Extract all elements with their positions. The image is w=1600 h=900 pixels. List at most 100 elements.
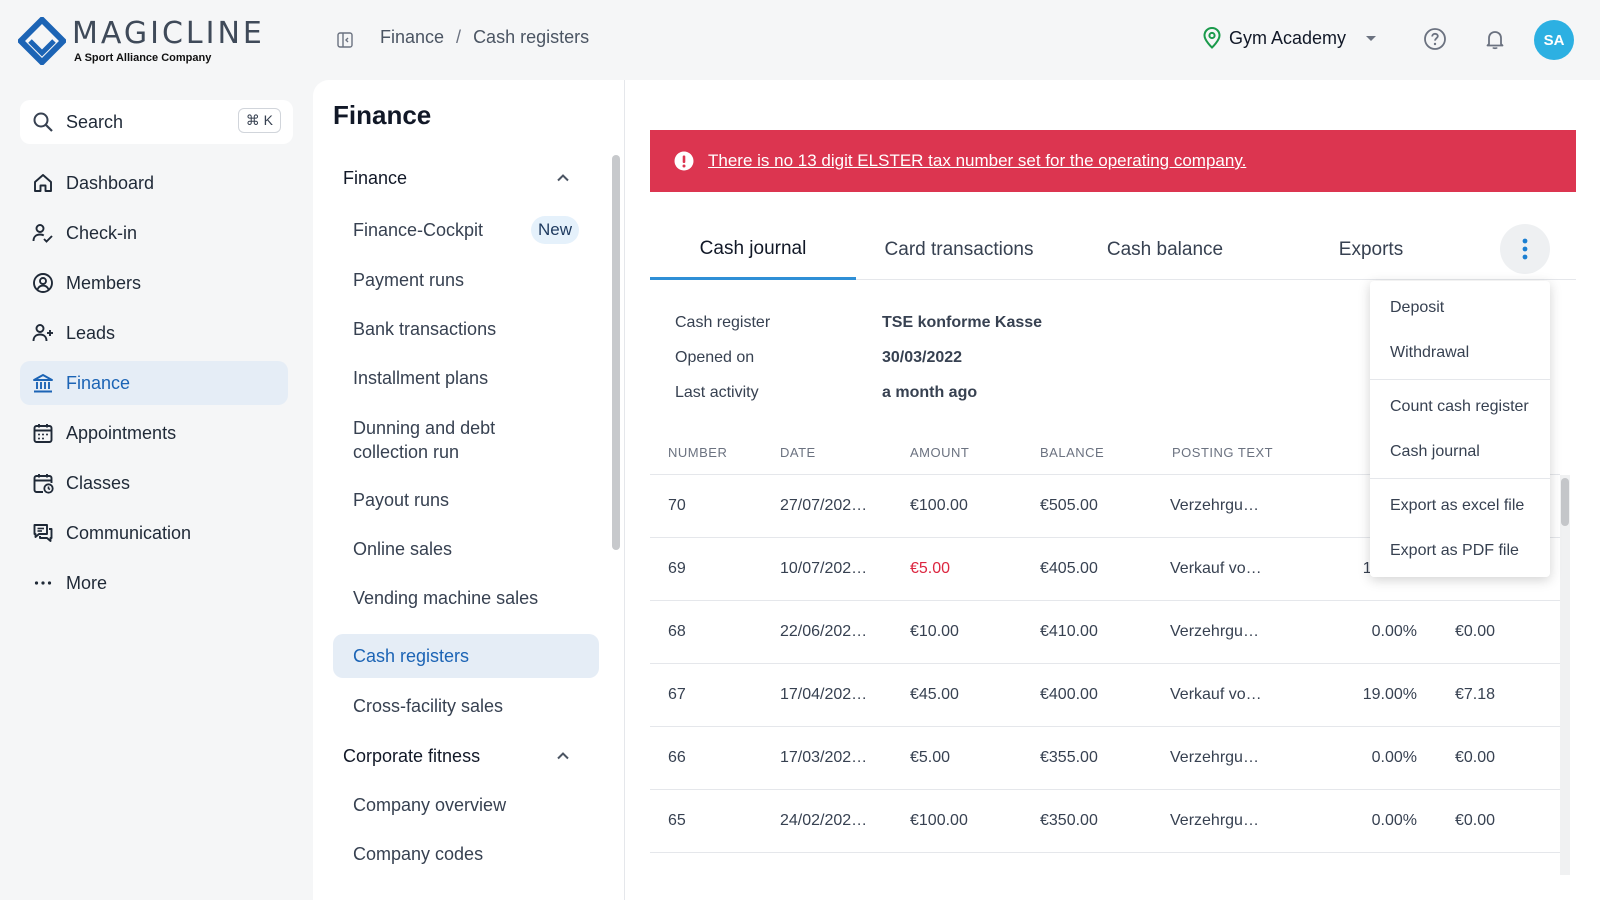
search-label: Search [66,111,124,132]
cell-amount: €10.00 [910,623,959,640]
cell-amount: €5.00 [910,749,951,766]
nav-item-check-in[interactable]: Check-in [20,211,288,255]
subnav-item-dunning[interactable]: Dunning and debt collection run [333,405,553,475]
notifications-bell-icon[interactable] [1483,27,1507,51]
tab-card-transactions[interactable]: Card transactions [884,239,1034,260]
nav-item-classes[interactable]: Classes [20,461,288,505]
menu-group-transactions: Deposit Withdrawal [1370,281,1550,380]
facility-name: Gym Academy [1229,27,1347,48]
info-row-opened-on: Opened on 30/03/2022 [675,340,1042,375]
menu-item-count-cash-register[interactable]: Count cash register [1390,397,1529,415]
info-label: Last activity [675,383,759,401]
nav-item-finance[interactable]: Finance [20,361,288,405]
subnav-item-online-sales[interactable]: Online sales [333,527,599,571]
more-actions-button[interactable] [1500,224,1550,274]
chevron-up-icon [557,174,569,182]
cash-register-info: Cash register TSE konforme Kasse Opened … [675,305,1042,410]
nav-item-dashboard[interactable]: Dashboard [20,161,288,205]
subnav-group-finance[interactable]: Finance [333,156,589,200]
table-row[interactable]: 67 17/04/202… €45.00 €400.00 Verkauf vo… 19.0… [650,664,1560,727]
nav-label: Leads [66,322,116,343]
menu-item-cash-journal[interactable]: Cash journal [1390,442,1480,460]
nav-label: Finance [66,372,131,393]
nav-item-members[interactable]: Members [20,261,288,305]
nav-item-leads[interactable]: Leads [20,311,288,355]
subnav-item-label: Payout runs [353,489,450,510]
actions-dropdown-menu: Deposit Withdrawal Count cash register C… [1370,281,1550,577]
info-value: 30/03/2022 [882,348,963,366]
table-header: NUMBER DATE AMOUNT BALANCE POSTING TEXT [650,430,1560,475]
column-header-amount[interactable]: AMOUNT [910,444,970,460]
tab-cash-balance[interactable]: Cash balance [1106,239,1224,260]
cell-amount: €5.00 [910,560,951,577]
menu-group-export: Export as excel file Export as PDF file [1370,479,1550,577]
column-header-date[interactable]: DATE [780,444,816,460]
subnav-item-cash-registers[interactable]: Cash registers [333,634,599,678]
subnav-item-label: Cash registers [353,645,470,666]
nav-item-appointments[interactable]: Appointments [20,411,288,455]
subnav-item-finance-cockpit[interactable]: Finance-Cockpit New [333,208,599,252]
cell-number: 67 [668,686,686,703]
subnav-item-label: Finance-Cockpit [353,219,484,240]
subnav-item-label: Company codes [353,843,484,864]
cell-balance: €405.00 [1040,560,1098,577]
home-icon [32,172,54,194]
global-search[interactable]: Search ⌘ K [20,100,293,144]
subnav-item-installment-plans[interactable]: Installment plans [333,356,599,400]
column-header-balance[interactable]: BALANCE [1040,444,1105,460]
sidebar-toggle-icon[interactable] [337,32,353,48]
main-navigation: Dashboard Check-in Members Leads Finance… [20,161,288,611]
cell-date: 17/04/202… [780,686,868,703]
breadcrumb-separator: / [456,27,462,47]
nav-item-communication[interactable]: Communication [20,511,288,555]
bank-icon [32,372,54,394]
help-icon[interactable] [1423,27,1447,51]
table-scrollbar[interactable] [1560,475,1570,875]
facility-selector[interactable]: Gym Academy [1203,27,1378,49]
subnav-item-company-codes[interactable]: Company codes [333,832,599,876]
menu-item-export-excel[interactable]: Export as excel file [1390,496,1525,514]
nav-label: Communication [66,522,192,543]
subnav-group-label: Finance [343,167,408,188]
menu-item-deposit[interactable]: Deposit [1390,298,1445,316]
cell-date: 22/06/202… [780,623,868,640]
column-header-posting-text[interactable]: POSTING TEXT [1172,444,1274,460]
nav-label: Members [66,272,142,293]
table-scrollbar-thumb[interactable] [1561,478,1569,526]
alert-link[interactable]: There is no 13 digit ELSTER tax number s… [708,151,1247,170]
table-row[interactable]: 65 24/02/202… €100.00 €350.00 Verzehrgu… 0.00… [650,790,1560,853]
subnav-item-bank-transactions[interactable]: Bank transactions [333,307,599,351]
cell-date: 24/02/202… [780,812,868,829]
search-shortcut: ⌘ K [237,108,281,133]
subnav-item-vending-machine-sales[interactable]: Vending machine sales [333,576,599,620]
subnav-item-cross-facility-sales[interactable]: Cross-facility sales [333,684,599,728]
tab-cash-journal[interactable]: Cash journal [650,220,856,280]
subnav-group-corporate-fitness[interactable]: Corporate fitness [333,734,589,778]
table-row[interactable]: 70 27/07/202… €100.00 €505.00 Verzehrgu… [650,475,1560,538]
subnav-scrollbar[interactable] [612,155,620,550]
magicline-logo[interactable]: MAGICLINE A Sport Alliance Company [18,14,262,66]
column-header-number[interactable]: NUMBER [668,444,728,460]
menu-item-export-pdf[interactable]: Export as PDF file [1390,541,1519,559]
cell-amount: €100.00 [910,812,968,829]
info-row-last-activity: Last activity a month ago [675,375,1042,410]
table-row[interactable]: 66 17/03/202… €5.00 €355.00 Verzehrgu… 0.00% €… [650,727,1560,790]
cell-tax-amount: €0.00 [1455,812,1496,829]
menu-group-register: Count cash register Cash journal [1370,380,1550,479]
tab-exports[interactable]: Exports [1338,239,1404,260]
breadcrumb-finance[interactable]: Finance [380,27,445,47]
table-row[interactable]: 68 22/06/202… €10.00 €410.00 Verzehrgu… 0.00%… [650,601,1560,664]
subnav-item-payout-runs[interactable]: Payout runs [333,478,599,522]
user-avatar[interactable]: SA [1534,20,1574,60]
cell-tax-rate: 0.00% [1371,623,1417,640]
subnav-item-payment-runs[interactable]: Payment runs [333,258,599,302]
info-label: Cash register [675,313,771,331]
menu-item-withdrawal[interactable]: Withdrawal [1390,343,1470,361]
cell-date: 17/03/202… [780,749,868,766]
cell-number: 69 [668,560,686,577]
info-label: Opened on [675,348,755,366]
nav-item-more[interactable]: More [20,561,288,605]
subnav-item-label: Company overview [353,794,507,815]
breadcrumb-cash-registers: Cash registers [473,27,590,47]
subnav-item-company-overview[interactable]: Company overview [333,783,599,827]
